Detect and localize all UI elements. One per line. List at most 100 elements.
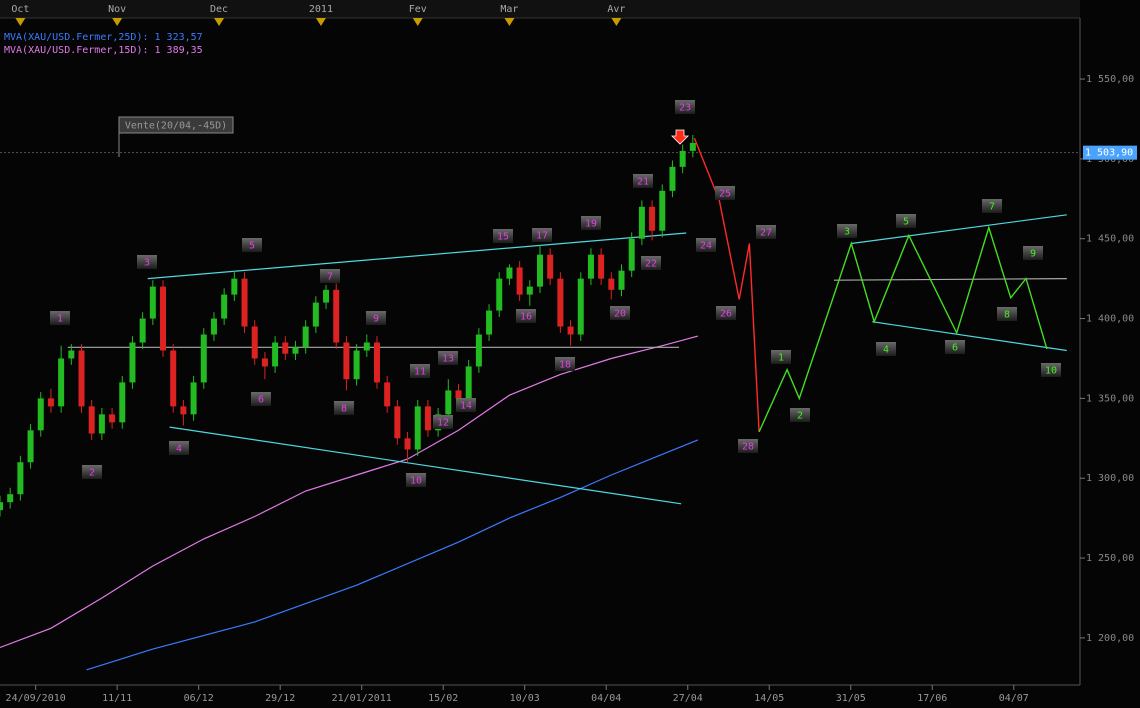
wave-label-box: [438, 351, 458, 365]
candle-body: [537, 254, 543, 287]
candle-body: [618, 270, 625, 290]
candle-body: [587, 254, 594, 279]
wave-label-box: [555, 357, 575, 371]
month-marker: [611, 18, 622, 26]
month-marker: [112, 18, 123, 26]
candle-body: [0, 502, 3, 511]
wave-label-box: [675, 100, 695, 114]
price-tag-label: 1 503,90: [1085, 148, 1133, 159]
wave-label-box: [716, 306, 736, 320]
wave-label-box: [493, 229, 513, 243]
wave-label-box: [532, 228, 552, 242]
candle-body: [160, 286, 167, 351]
x-tick-label: 04/07: [999, 693, 1029, 704]
month-label: Fev: [409, 4, 427, 15]
wave-label: 11: [414, 367, 426, 378]
wave-label-box: [715, 186, 735, 200]
candle-body: [272, 342, 279, 367]
candle-body: [88, 406, 95, 434]
candle-body: [424, 406, 431, 431]
x-tick-label: 10/03: [510, 693, 540, 704]
wave-label-box: [771, 350, 791, 364]
wave-label: 3: [144, 258, 150, 269]
candle-body: [7, 494, 14, 503]
month-marker: [315, 18, 326, 26]
top-axis-band: [0, 0, 1080, 18]
indicator-label: MVA(XAU/USD.Fermer,25D): 1 323,57: [4, 32, 203, 43]
wave-label: 7: [989, 202, 995, 213]
wave-label-box: [790, 408, 810, 422]
candle-body: [496, 278, 503, 311]
wave-label: 26: [720, 309, 732, 320]
month-marker: [412, 18, 423, 26]
candle-body: [414, 406, 421, 450]
candle-body: [679, 150, 686, 167]
candle-body: [78, 350, 85, 407]
wave-label-box: [50, 311, 70, 325]
wave-label: 8: [1004, 310, 1010, 321]
wave-label-box: [433, 415, 453, 429]
wave-label-box: [410, 364, 430, 378]
wave-label: 4: [883, 345, 889, 356]
forecast-path: [693, 137, 760, 432]
wave-label-box: [456, 398, 476, 412]
wave-label-box: [516, 309, 536, 323]
wave-label: 12: [437, 418, 449, 429]
x-tick-label: 17/06: [917, 693, 947, 704]
wave-label-box: [1041, 363, 1061, 377]
candle-body: [241, 278, 248, 327]
y-tick-label: 1 300,00: [1086, 473, 1134, 484]
wave-label: 8: [341, 404, 347, 415]
trend-line: [872, 321, 1067, 352]
candle-body: [210, 318, 217, 335]
x-tick-label: 14/05: [754, 693, 784, 704]
wave-label-box: [242, 238, 262, 252]
candle-body: [292, 347, 299, 354]
wave-label-box: [169, 441, 189, 455]
candle-body: [577, 278, 584, 335]
month-marker: [15, 18, 26, 26]
candle-body: [506, 267, 513, 279]
wave-label-box: [82, 465, 102, 479]
wave-label: 9: [373, 314, 379, 325]
wave-label-box: [945, 340, 965, 354]
wave-label: 7: [327, 272, 333, 283]
candle-body: [689, 142, 696, 151]
candle-body: [139, 318, 146, 343]
wave-label: 15: [497, 232, 509, 243]
month-label: Nov: [108, 4, 126, 15]
wave-label: 27: [760, 228, 772, 239]
candle-body: [109, 414, 116, 423]
candle-body: [343, 342, 350, 380]
candle-body: [526, 286, 533, 295]
wave-label: 14: [460, 401, 472, 412]
wave-label-box: [334, 401, 354, 415]
wave-label: 5: [249, 241, 255, 252]
candle-body: [333, 289, 340, 343]
candle-body: [557, 278, 564, 327]
month-marker: [214, 18, 225, 26]
wave-label-box: [406, 473, 426, 487]
candle-body: [68, 350, 75, 359]
month-label: Dec: [210, 4, 228, 15]
x-tick-label: 24/09/2010: [6, 693, 66, 704]
x-tick-label: 15/02: [428, 693, 458, 704]
candle-body: [221, 294, 228, 319]
candle-body: [465, 366, 472, 399]
trend-line: [169, 426, 682, 505]
wave-label: 4: [176, 444, 182, 455]
wave-label-box: [641, 256, 661, 270]
wave-label: 10: [1045, 366, 1057, 377]
wave-label-box: [696, 238, 716, 252]
trend-line: [833, 278, 1067, 281]
wave-label: 22: [645, 259, 657, 270]
candle-body: [394, 406, 401, 439]
wave-label: 23: [679, 103, 691, 114]
candle-body: [180, 406, 187, 415]
x-tick-label: 11/11: [102, 693, 132, 704]
x-tick-label: 06/12: [184, 693, 214, 704]
candle-body: [475, 334, 482, 367]
candle-body: [200, 334, 207, 383]
candle-body: [373, 342, 380, 383]
